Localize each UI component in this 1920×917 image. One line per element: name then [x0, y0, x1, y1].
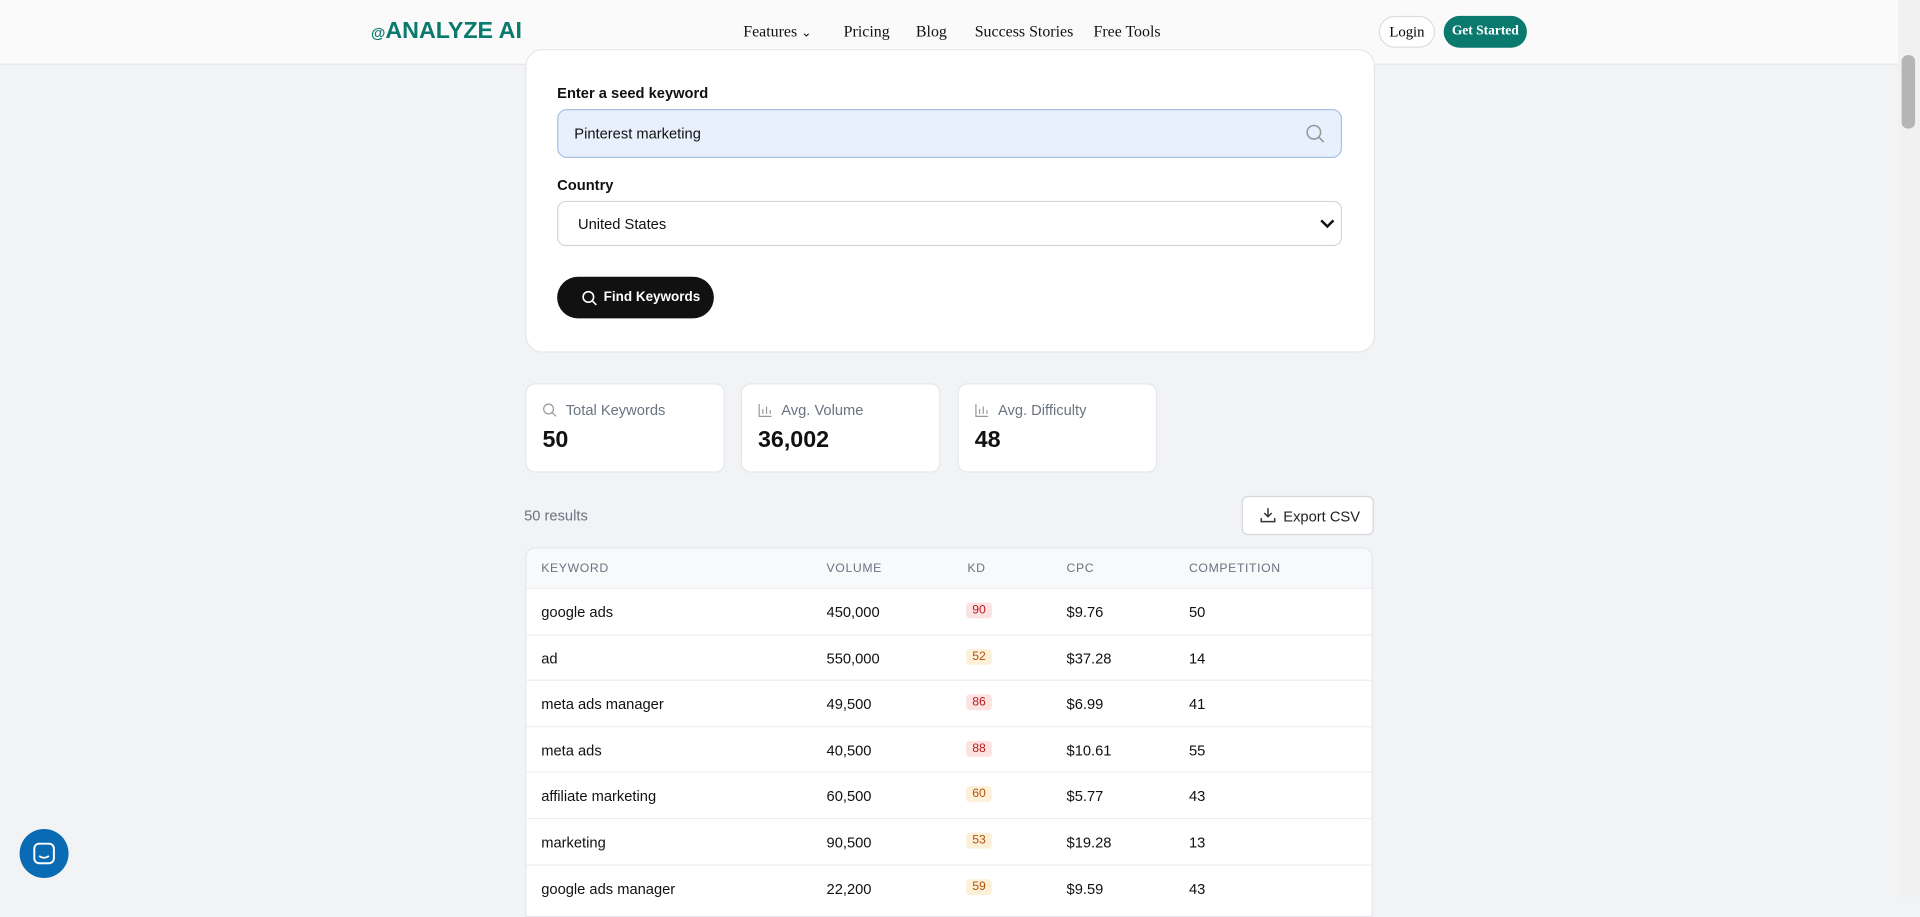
cell: $5.77 — [1066, 787, 1104, 805]
country-label: Country — [557, 176, 614, 194]
kd-badge: 53 — [966, 832, 992, 849]
search-card: Enter a seed keyword Pinterest marketing… — [525, 48, 1376, 353]
nav-tools[interactable]: Free Tools — [1093, 22, 1161, 41]
nav-pricing[interactable]: Pricing — [843, 22, 890, 41]
cell: 49,500 — [826, 695, 872, 713]
keyword-input[interactable]: Pinterest marketing — [557, 108, 1343, 158]
cell: marketing — [541, 833, 606, 852]
nav-blog[interactable]: Blog — [915, 22, 947, 41]
column-header: COMPETITION — [1188, 562, 1281, 576]
keyword-label: Enter a seed keyword — [557, 84, 709, 102]
cell: $19.28 — [1066, 833, 1112, 852]
cta-button[interactable]: Get Started — [1443, 15, 1527, 48]
table-row[interactable]: affiliate marketing 60,500 60 $5.77 43 — [526, 771, 1372, 819]
column-header: VOLUME — [826, 562, 882, 576]
cell: 60,500 — [826, 787, 872, 805]
chat-icon — [33, 842, 55, 865]
stat-label: Avg. Difficulty — [997, 401, 1087, 419]
scrollbar[interactable] — [1897, 0, 1920, 898]
cell: $6.99 — [1066, 695, 1104, 713]
logo-text: ANALYZE AI — [385, 18, 522, 45]
kd-badge: 88 — [966, 740, 992, 757]
login-button[interactable]: Login — [1378, 15, 1436, 48]
stat-value: 48 — [974, 427, 1001, 454]
cell: 43 — [1188, 879, 1206, 898]
find-button[interactable]: Find Keywords — [557, 276, 714, 319]
stat-value: 50 — [542, 427, 569, 454]
cell: 41 — [1188, 695, 1206, 713]
nav-success[interactable]: Success Stories — [974, 22, 1074, 41]
column-header: CPC — [1066, 562, 1095, 576]
cell: 40,500 — [826, 741, 872, 759]
cell: 450,000 — [826, 603, 880, 621]
table-row[interactable]: google ads 450,000 90 $9.76 50 — [526, 587, 1372, 635]
cell: ad — [541, 649, 558, 667]
nav-label: Features — [743, 22, 798, 41]
table-row[interactable]: meta ads 40,500 88 $10.61 55 — [526, 725, 1372, 773]
cell: 22,200 — [826, 879, 872, 898]
stat-icon — [543, 403, 557, 417]
keyword-value: Pinterest marketing — [574, 124, 701, 143]
cell: 550,000 — [826, 649, 880, 667]
search-icon — [582, 290, 597, 306]
country-value: United States — [577, 215, 667, 233]
cell: affiliate marketing — [541, 787, 657, 805]
column-header: KEYWORD — [541, 562, 609, 576]
table-row[interactable]: meta ads manager 49,500 86 $6.99 41 — [526, 679, 1372, 727]
table-header: KEYWORD VOLUME KD CPC COMPETITION — [526, 548, 1372, 588]
chevron — [1320, 219, 1335, 229]
country-select[interactable]: United States — [557, 200, 1343, 247]
cell: $9.59 — [1066, 879, 1104, 898]
stat-card: Avg. Volume 36,002 — [740, 383, 941, 473]
column-header: KD — [967, 562, 986, 576]
stat-card: Avg. Difficulty 48 — [957, 383, 1158, 473]
table-row[interactable]: google ads manager 22,200 59 $9.59 43 — [526, 863, 1372, 911]
stat-card: Total Keywords 50 — [525, 383, 725, 473]
scroll-thumb[interactable] — [1901, 55, 1916, 129]
cell: meta ads — [541, 741, 602, 759]
export-button[interactable]: Export CSV — [1241, 495, 1374, 536]
chat-launcher[interactable] — [19, 828, 69, 878]
stat-label: Total Keywords — [565, 401, 666, 419]
cell: 90,500 — [826, 833, 872, 852]
search-icon — [1306, 124, 1325, 143]
cell: 55 — [1188, 741, 1206, 759]
download-icon — [1260, 508, 1276, 523]
kd-badge: 60 — [966, 786, 992, 803]
find-label: Find Keywords — [603, 290, 701, 305]
table-row[interactable]: marketing 90,500 53 $19.28 13 — [526, 817, 1372, 865]
logo[interactable]: @ANALYZE AI — [371, 18, 522, 45]
cell: 43 — [1188, 787, 1206, 805]
cell: google ads — [541, 603, 614, 621]
cell: google ads manager — [541, 879, 676, 898]
kd-badge: 52 — [966, 648, 992, 665]
cell: $37.28 — [1066, 649, 1112, 667]
results-count: 50 results — [524, 506, 588, 525]
cell: $9.76 — [1066, 603, 1104, 621]
kd-badge: 90 — [966, 602, 992, 619]
kd-badge: 59 — [966, 878, 992, 895]
cell: 13 — [1188, 833, 1206, 852]
export-label: Export CSV — [1283, 508, 1361, 526]
stat-icon — [975, 404, 989, 417]
cell: $10.61 — [1066, 741, 1112, 759]
cell: 14 — [1188, 649, 1206, 667]
stat-value: 36,002 — [757, 427, 830, 454]
cell: meta ads manager — [541, 695, 664, 713]
nav-features[interactable]: Features ⌄ — [743, 22, 812, 41]
cell: 50 — [1188, 603, 1206, 621]
table-row[interactable]: ad 550,000 52 $37.28 14 — [526, 633, 1372, 681]
kd-badge: 86 — [966, 694, 992, 711]
stat-icon — [758, 404, 772, 417]
stat-label: Avg. Volume — [781, 401, 864, 419]
